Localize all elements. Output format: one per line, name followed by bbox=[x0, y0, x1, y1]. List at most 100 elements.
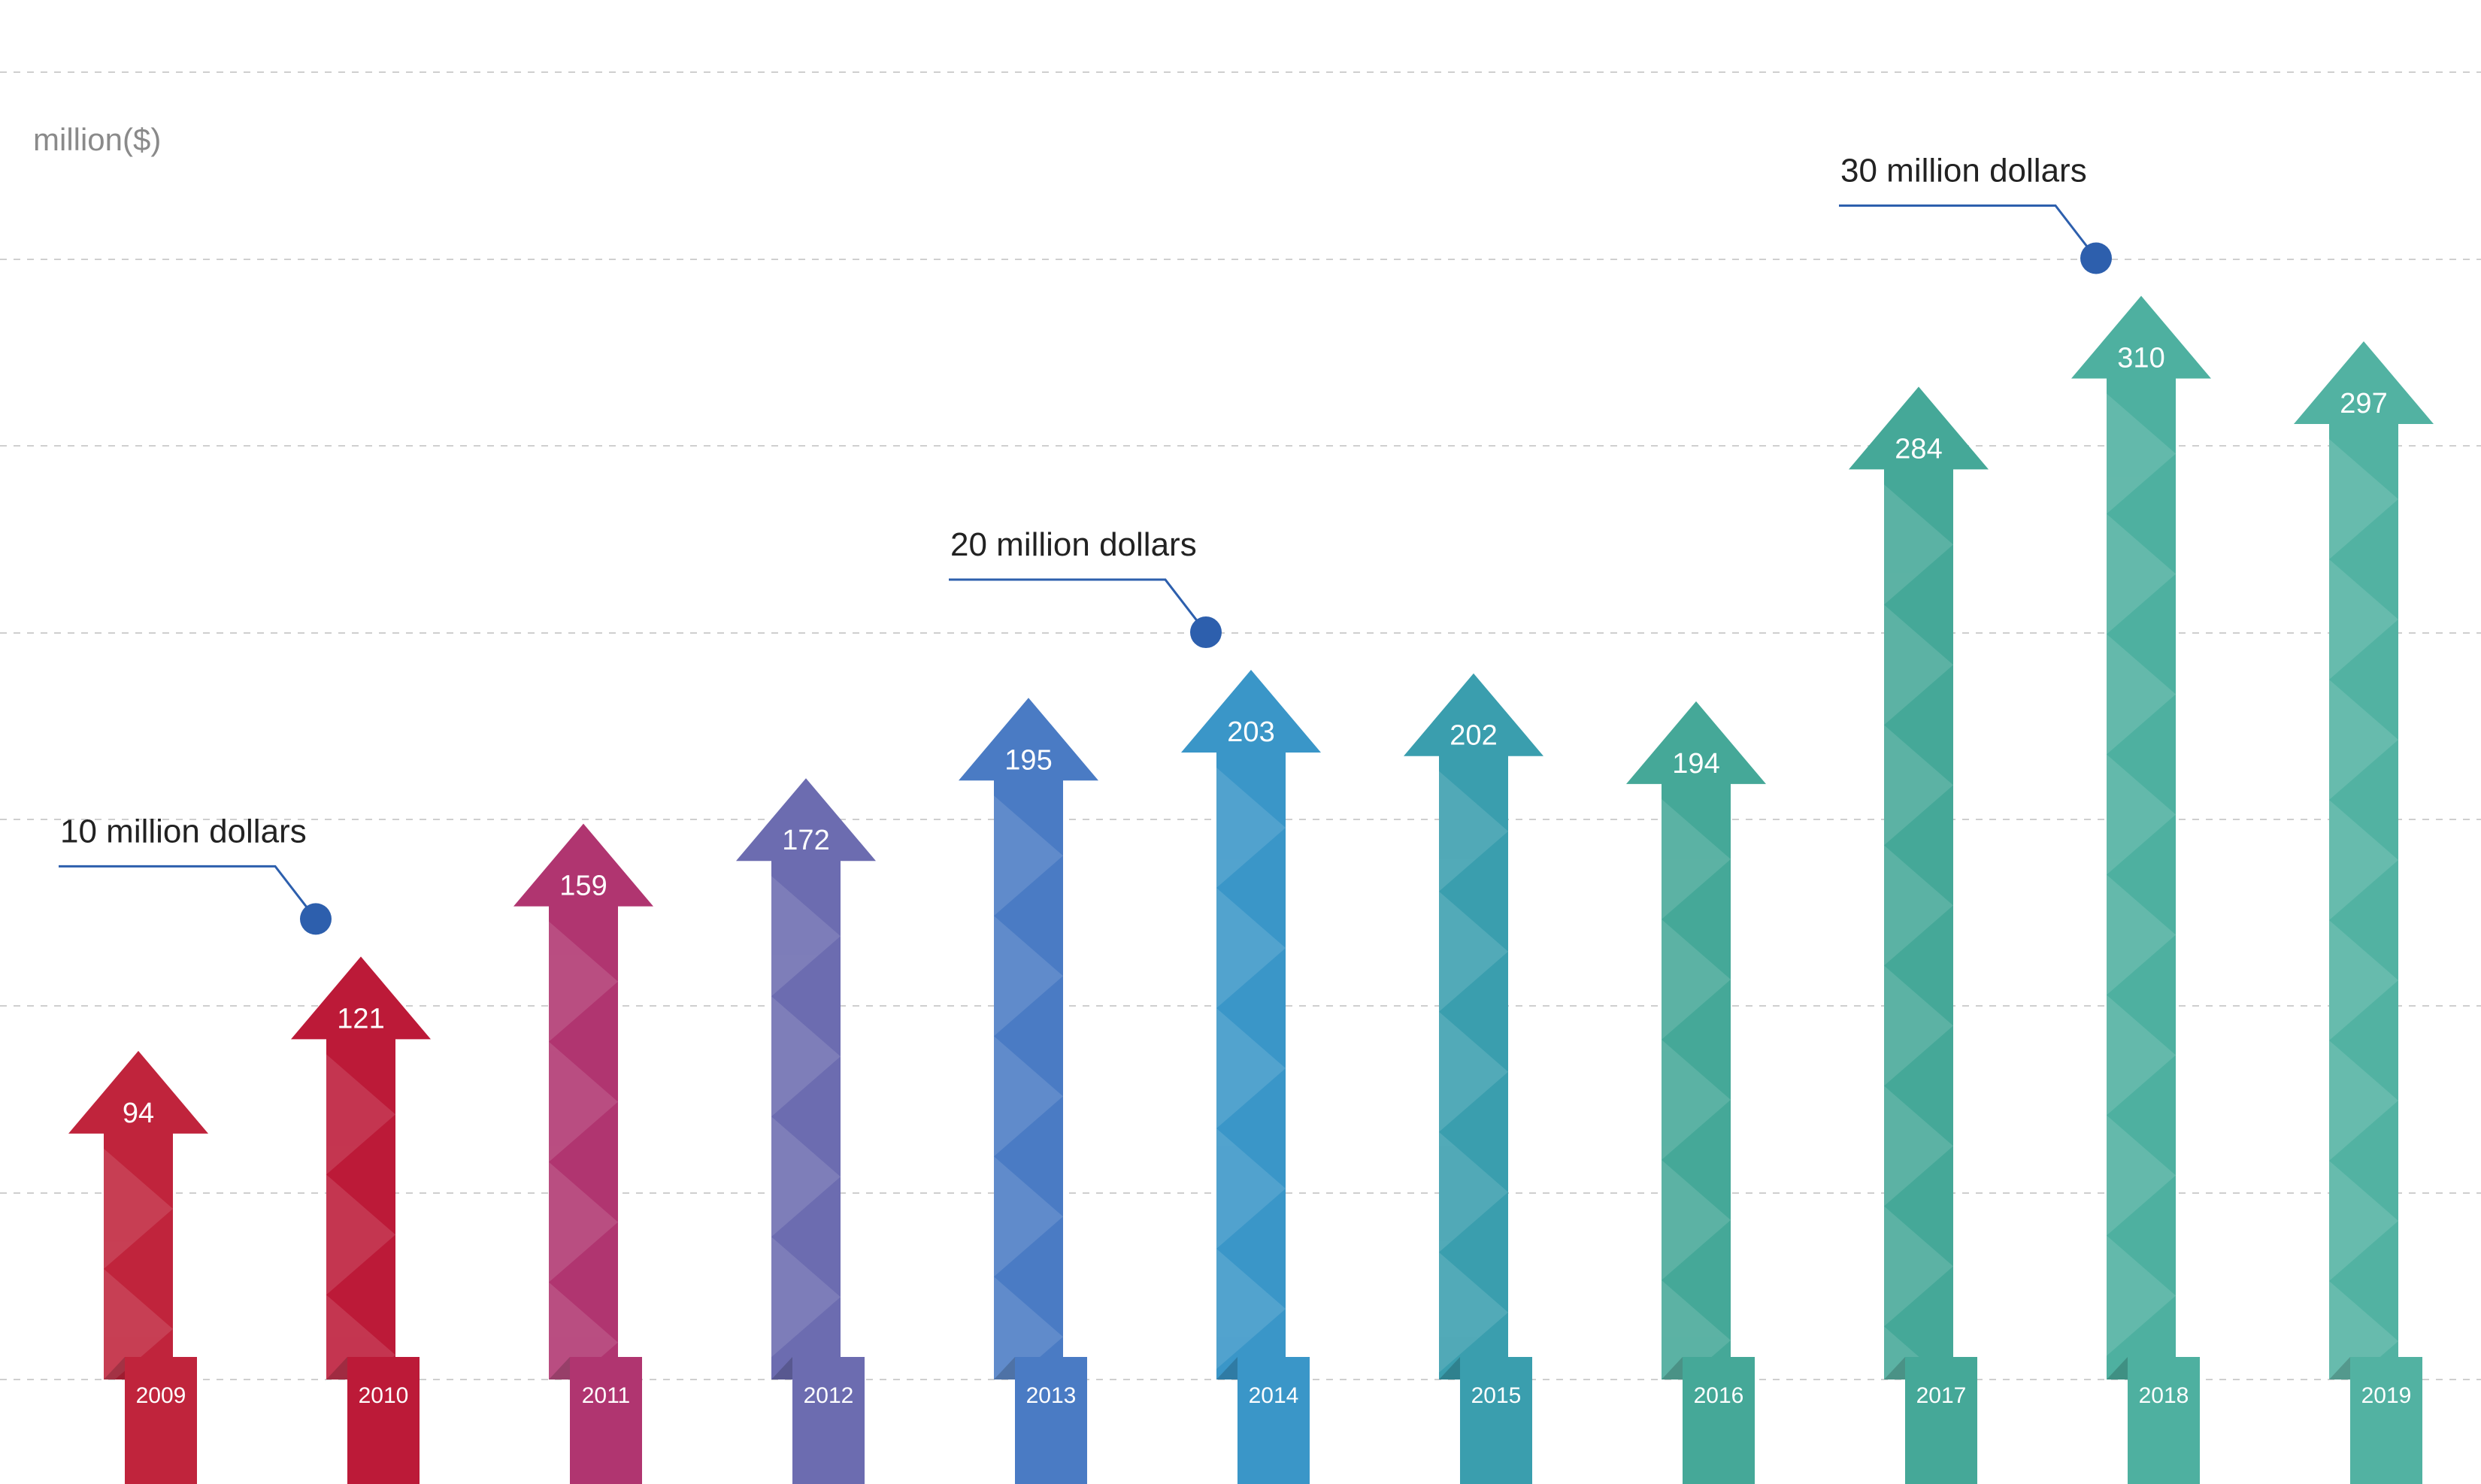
arrow-shape bbox=[1849, 386, 1989, 1380]
data-label: 297 bbox=[2340, 388, 2387, 419]
texture-triangle bbox=[994, 1036, 1063, 1157]
texture-triangle bbox=[1439, 1131, 1508, 1252]
arrow-texture bbox=[994, 795, 1063, 1398]
texture-triangle bbox=[1884, 1206, 1953, 1327]
texture-triangle bbox=[1662, 1159, 1731, 1280]
year-tab bbox=[792, 1357, 865, 1484]
arrow-shape bbox=[1181, 670, 1321, 1380]
texture-triangle bbox=[2107, 513, 2176, 634]
year-tab-fold bbox=[2107, 1357, 2128, 1380]
annotation-label: 30 million dollars bbox=[1840, 153, 2087, 189]
year-tab bbox=[2350, 1357, 2422, 1484]
texture-triangle bbox=[1884, 604, 1953, 725]
x-tick-label: 2011 bbox=[582, 1383, 631, 1408]
year-tab bbox=[1015, 1357, 1087, 1484]
texture-triangle bbox=[104, 1268, 173, 1389]
bar-2018: 2018 310 bbox=[2071, 295, 2211, 1484]
texture-triangle bbox=[994, 795, 1063, 916]
texture-triangle bbox=[2107, 393, 2176, 514]
texture-triangle bbox=[1439, 1011, 1508, 1132]
arrow-texture bbox=[771, 876, 841, 1358]
arrow-shape bbox=[736, 778, 876, 1380]
texture-triangle bbox=[771, 1116, 841, 1237]
x-tick-label: 2012 bbox=[804, 1383, 854, 1408]
texture-triangle bbox=[1216, 1249, 1286, 1370]
bar-series: 2009942010121201115920121722013195201420… bbox=[68, 295, 2434, 1484]
texture-triangle bbox=[2329, 1280, 2398, 1401]
arrow-texture bbox=[104, 1148, 173, 1389]
texture-triangle bbox=[1662, 919, 1731, 1040]
arrow-shape bbox=[291, 956, 431, 1380]
annotation: 10 million dollars bbox=[59, 813, 332, 935]
x-tick-label: 2009 bbox=[136, 1383, 186, 1408]
texture-triangle bbox=[1216, 1128, 1286, 1249]
texture-triangle bbox=[1884, 845, 1953, 966]
arrow-shape bbox=[2071, 295, 2211, 1380]
annotation-leader-line bbox=[949, 578, 1207, 633]
annotation: 30 million dollars bbox=[1839, 153, 2112, 274]
arrow-shape bbox=[68, 1050, 208, 1380]
texture-triangle bbox=[1884, 965, 1953, 1086]
x-tick-label: 2014 bbox=[1249, 1383, 1299, 1408]
year-tab-fold bbox=[771, 1357, 792, 1380]
arrow-texture bbox=[1662, 798, 1731, 1401]
data-label: 195 bbox=[1004, 744, 1052, 776]
x-tick-label: 2013 bbox=[1026, 1383, 1077, 1408]
texture-triangle bbox=[994, 1156, 1063, 1277]
y-axis-unit-label: million($) bbox=[33, 122, 161, 157]
data-label: 121 bbox=[337, 1003, 384, 1034]
bar-2014: 2014 203 bbox=[1181, 670, 1321, 1484]
arrow-texture bbox=[1216, 768, 1286, 1370]
x-tick-label: 2017 bbox=[1916, 1383, 1967, 1408]
texture-triangle bbox=[2329, 799, 2398, 920]
annotations: 10 million dollars 20 million dollars 30 m… bbox=[59, 153, 2112, 935]
year-tab-fold bbox=[2329, 1357, 2350, 1380]
data-label: 159 bbox=[559, 871, 607, 902]
bar-2012: 2012 172 bbox=[736, 778, 876, 1484]
x-tick-label: 2018 bbox=[2139, 1383, 2189, 1408]
arrow-texture bbox=[326, 1054, 395, 1416]
x-tick-label: 2019 bbox=[2361, 1383, 2412, 1408]
texture-triangle bbox=[994, 916, 1063, 1037]
texture-triangle bbox=[1216, 1008, 1286, 1129]
x-tick-label: 2015 bbox=[1471, 1383, 1522, 1408]
year-tab bbox=[125, 1357, 197, 1484]
data-label: 310 bbox=[2117, 343, 2164, 374]
year-tab-fold bbox=[1216, 1357, 1237, 1380]
annotation: 20 million dollars bbox=[949, 526, 1222, 649]
annotation-leader-line bbox=[59, 865, 317, 920]
bar-2009: 2009 94 bbox=[68, 1050, 208, 1484]
x-tick-label: 2016 bbox=[1694, 1383, 1744, 1408]
texture-triangle bbox=[2107, 754, 2176, 875]
texture-triangle bbox=[1216, 888, 1286, 1009]
texture-triangle bbox=[549, 1282, 618, 1403]
year-tab-fold bbox=[994, 1357, 1015, 1380]
texture-triangle bbox=[326, 1174, 395, 1295]
texture-triangle bbox=[2107, 1235, 2176, 1356]
texture-triangle bbox=[1884, 1086, 1953, 1207]
year-tab-fold bbox=[326, 1357, 347, 1380]
texture-triangle bbox=[2329, 1160, 2398, 1281]
year-tab bbox=[1237, 1357, 1310, 1484]
texture-triangle bbox=[1439, 771, 1508, 892]
bar-2017: 2017 284 bbox=[1849, 386, 1989, 1484]
bar-2011: 2011 159 bbox=[513, 823, 653, 1484]
texture-triangle bbox=[1439, 891, 1508, 1012]
year-tab-fold bbox=[1662, 1357, 1683, 1380]
bar-2013: 2013 195 bbox=[959, 698, 1098, 1484]
data-label: 284 bbox=[1895, 433, 1942, 465]
texture-triangle bbox=[549, 921, 618, 1042]
texture-triangle bbox=[1216, 768, 1286, 889]
annotation-dot bbox=[1190, 616, 1222, 649]
year-tab-fold bbox=[1439, 1357, 1460, 1380]
texture-triangle bbox=[2107, 1115, 2176, 1236]
annotation-dot bbox=[300, 903, 332, 935]
year-tab-fold bbox=[104, 1357, 125, 1380]
annotation-label: 20 million dollars bbox=[950, 526, 1197, 563]
data-label: 94 bbox=[123, 1098, 154, 1129]
texture-triangle bbox=[771, 996, 841, 1117]
bar-2015: 2015 202 bbox=[1404, 673, 1543, 1484]
arrow-shape bbox=[959, 698, 1098, 1380]
texture-triangle bbox=[1662, 1280, 1731, 1401]
texture-triangle bbox=[1662, 1039, 1731, 1160]
